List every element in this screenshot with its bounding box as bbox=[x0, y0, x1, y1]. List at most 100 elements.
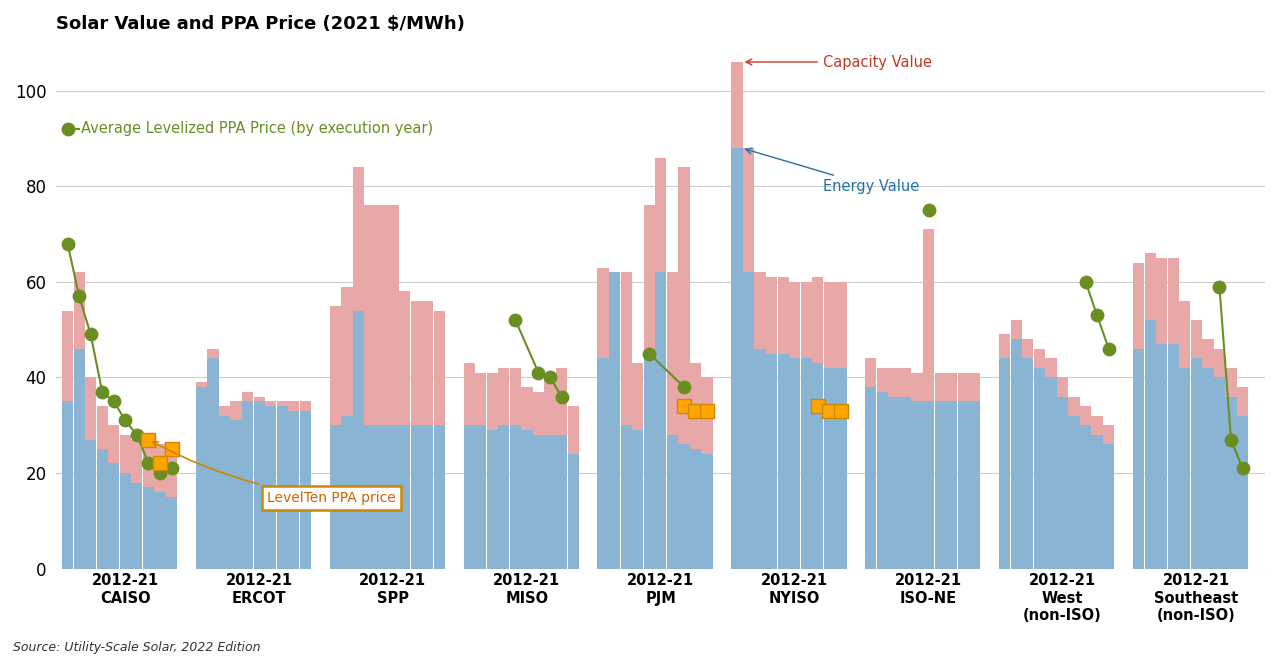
Bar bbox=[242, 392, 253, 401]
Bar bbox=[143, 488, 154, 569]
Bar bbox=[399, 425, 410, 569]
Bar bbox=[276, 401, 288, 406]
Point bbox=[92, 386, 113, 397]
Point bbox=[138, 458, 159, 468]
Bar bbox=[276, 406, 288, 569]
Point bbox=[1210, 282, 1230, 292]
Bar bbox=[1202, 368, 1213, 569]
Bar bbox=[434, 311, 445, 425]
Bar bbox=[84, 378, 96, 440]
Point bbox=[115, 415, 136, 426]
Bar bbox=[754, 272, 765, 349]
Text: Energy Value: Energy Value bbox=[746, 148, 919, 193]
Point bbox=[58, 238, 78, 249]
Bar bbox=[911, 372, 923, 401]
Bar bbox=[777, 353, 788, 569]
Bar bbox=[690, 449, 701, 569]
Bar bbox=[969, 372, 980, 401]
Bar bbox=[498, 368, 509, 425]
Bar bbox=[1057, 378, 1068, 397]
Bar bbox=[765, 277, 777, 353]
Text: Capacity Value: Capacity Value bbox=[746, 55, 932, 70]
Point bbox=[1075, 276, 1096, 287]
Bar bbox=[934, 372, 946, 401]
Bar bbox=[836, 368, 846, 569]
Bar bbox=[900, 397, 911, 569]
Point bbox=[138, 434, 159, 445]
Point bbox=[552, 392, 572, 402]
Bar bbox=[754, 349, 765, 569]
Bar bbox=[877, 392, 888, 569]
Bar bbox=[632, 363, 644, 430]
Bar bbox=[742, 272, 754, 569]
Bar bbox=[376, 425, 387, 569]
Bar bbox=[422, 301, 434, 425]
Bar bbox=[242, 401, 253, 569]
Bar bbox=[342, 416, 352, 569]
Bar bbox=[957, 372, 969, 401]
Bar bbox=[1057, 397, 1068, 569]
Bar bbox=[155, 492, 165, 569]
Bar bbox=[532, 392, 544, 435]
Point bbox=[685, 405, 705, 416]
Bar bbox=[678, 167, 690, 444]
Bar bbox=[463, 363, 475, 425]
Bar bbox=[1225, 368, 1236, 397]
Bar bbox=[655, 157, 667, 272]
Bar bbox=[230, 420, 242, 569]
Point bbox=[58, 124, 78, 134]
Bar bbox=[353, 311, 364, 569]
Point bbox=[808, 401, 828, 411]
Bar bbox=[253, 401, 265, 569]
Point bbox=[150, 468, 170, 478]
Bar bbox=[365, 205, 375, 425]
Bar bbox=[1167, 258, 1179, 344]
Point bbox=[1233, 463, 1253, 474]
Bar bbox=[621, 425, 632, 569]
Text: Source: Utility-Scale Solar, 2022 Edition: Source: Utility-Scale Solar, 2022 Editio… bbox=[13, 642, 260, 655]
Point bbox=[1221, 434, 1242, 445]
Bar bbox=[120, 473, 131, 569]
Bar bbox=[365, 425, 375, 569]
Text: Average Levelized PPA Price (by execution year): Average Levelized PPA Price (by executio… bbox=[81, 122, 433, 136]
Bar bbox=[621, 272, 632, 425]
Bar bbox=[877, 368, 888, 392]
Bar bbox=[353, 167, 364, 311]
Bar bbox=[108, 463, 119, 569]
Bar bbox=[288, 411, 300, 569]
Bar bbox=[132, 482, 142, 569]
Bar bbox=[132, 440, 142, 482]
Bar bbox=[598, 268, 609, 359]
Bar bbox=[498, 425, 509, 569]
Bar bbox=[567, 454, 579, 569]
Bar bbox=[1190, 320, 1202, 359]
Bar bbox=[544, 372, 556, 435]
Point bbox=[127, 430, 147, 440]
Point bbox=[673, 382, 694, 392]
Bar bbox=[1167, 344, 1179, 569]
Bar bbox=[946, 372, 957, 401]
Bar bbox=[813, 363, 823, 569]
Bar bbox=[969, 401, 980, 569]
Bar bbox=[644, 205, 655, 359]
Bar bbox=[532, 435, 544, 569]
Bar bbox=[300, 401, 311, 411]
Bar bbox=[598, 359, 609, 569]
Bar bbox=[1156, 344, 1167, 569]
Bar bbox=[1103, 444, 1115, 569]
Bar bbox=[556, 435, 567, 569]
Bar bbox=[61, 401, 73, 569]
Bar bbox=[742, 148, 754, 272]
Bar bbox=[888, 397, 900, 569]
Bar bbox=[73, 349, 84, 569]
Bar bbox=[567, 406, 579, 454]
Bar bbox=[84, 440, 96, 569]
Bar bbox=[475, 425, 486, 569]
Bar bbox=[196, 387, 207, 569]
Bar bbox=[813, 277, 823, 363]
Bar bbox=[1092, 416, 1103, 435]
Bar bbox=[486, 430, 498, 569]
Point bbox=[819, 405, 840, 416]
Bar bbox=[934, 401, 946, 569]
Bar bbox=[96, 406, 108, 449]
